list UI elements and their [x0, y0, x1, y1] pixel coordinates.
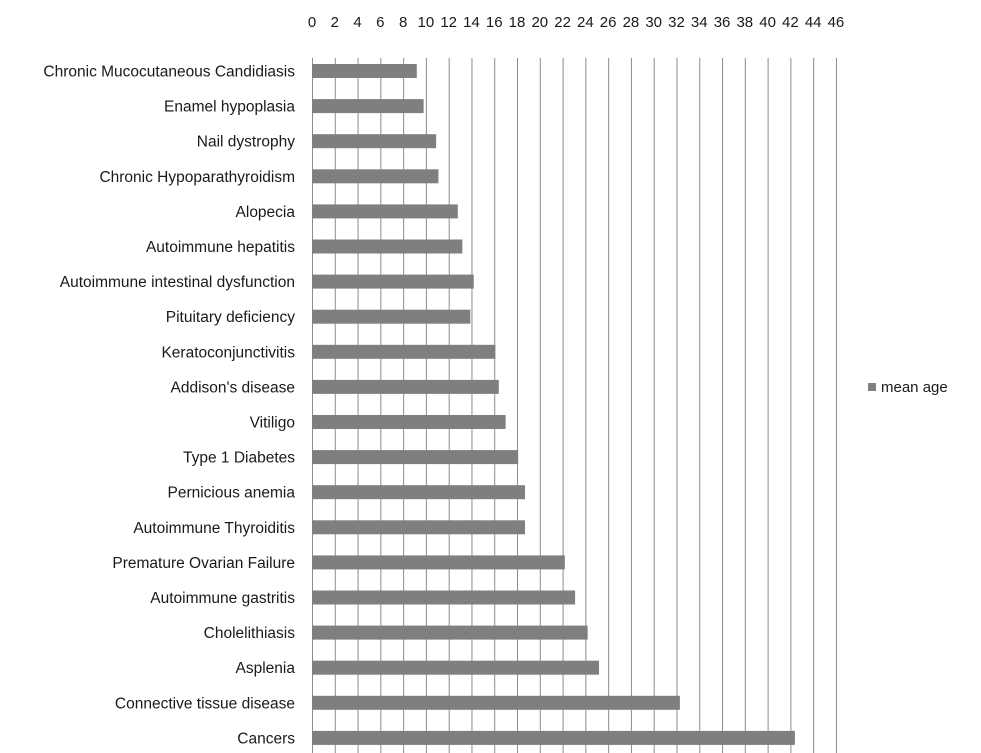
- bar: [312, 134, 437, 149]
- x-tick-label: 32: [668, 14, 685, 31]
- bar: [312, 555, 565, 570]
- x-tick-label: 30: [645, 14, 662, 31]
- x-tick-label: 16: [486, 14, 503, 31]
- bar: [312, 239, 463, 254]
- x-tick-label: 40: [759, 14, 776, 31]
- x-tick-label: 14: [463, 14, 480, 31]
- x-tick-label: 26: [600, 14, 617, 31]
- x-tick-label: 2: [331, 14, 339, 31]
- category-label: Vitiligo: [250, 415, 295, 432]
- category-label: Premature Ovarian Failure: [112, 555, 295, 572]
- x-tick-label: 10: [418, 14, 435, 31]
- category-label: Alopecia: [236, 204, 296, 221]
- category-label: Chronic Hypoparathyroidism: [99, 169, 295, 186]
- bar: [312, 520, 525, 535]
- x-tick-label: 8: [399, 14, 407, 31]
- category-label: Connective tissue disease: [115, 695, 295, 712]
- bar: [312, 309, 471, 324]
- bar: [312, 625, 588, 640]
- x-tick-label: 12: [440, 14, 457, 31]
- bar: [312, 169, 439, 184]
- bar: [312, 204, 458, 219]
- bar: [312, 415, 506, 429]
- bar: [312, 730, 795, 745]
- category-label: Addison's disease: [171, 379, 295, 396]
- x-tick-label: 20: [531, 14, 548, 31]
- bar: [312, 64, 417, 78]
- bar: [312, 695, 680, 710]
- category-label: Autoimmune hepatitis: [146, 239, 295, 256]
- category-label: Type 1 Diabetes: [183, 450, 295, 467]
- x-tick-label: 18: [509, 14, 526, 31]
- x-tick-label: 42: [782, 14, 799, 31]
- legend-label: mean age: [881, 379, 948, 396]
- bar: [312, 590, 576, 605]
- category-label: Autoimmune intestinal dysfunction: [60, 274, 295, 291]
- category-label: Nail dystrophy: [197, 134, 295, 151]
- category-label: Asplenia: [236, 660, 296, 677]
- x-tick-label: 38: [736, 14, 753, 31]
- x-tick-label: 22: [554, 14, 571, 31]
- category-label: Cancers: [237, 730, 295, 747]
- x-tick-label: 36: [714, 14, 731, 31]
- category-label: Cholelithiasis: [204, 625, 296, 642]
- bar: [312, 344, 496, 359]
- x-tick-label: 6: [376, 14, 384, 31]
- x-tick-label: 28: [623, 14, 640, 31]
- legend-swatch: [868, 383, 876, 391]
- category-label: Chronic Mucocutaneous Candidiasis: [43, 64, 295, 81]
- bar: [312, 450, 519, 465]
- x-tick-label: 0: [308, 14, 316, 31]
- x-tick-label: 34: [691, 14, 708, 31]
- x-tick-label: 24: [577, 14, 594, 31]
- x-tick-label: 4: [353, 14, 361, 31]
- bar: [312, 379, 499, 394]
- bar: [312, 660, 600, 675]
- category-label: Enamel hypoplasia: [164, 99, 295, 116]
- category-label: Keratoconjunctivitis: [161, 344, 295, 361]
- bar: [312, 485, 525, 500]
- bar: [312, 274, 474, 289]
- bar: [312, 99, 424, 114]
- x-tick-label: 46: [828, 14, 845, 31]
- category-label: Autoimmune gastritis: [150, 590, 295, 607]
- category-label: Autoimmune Thyroiditis: [133, 520, 295, 537]
- category-label: Pituitary deficiency: [166, 309, 295, 326]
- x-tick-label: 44: [805, 14, 822, 31]
- category-label: Pernicious anemia: [167, 485, 295, 502]
